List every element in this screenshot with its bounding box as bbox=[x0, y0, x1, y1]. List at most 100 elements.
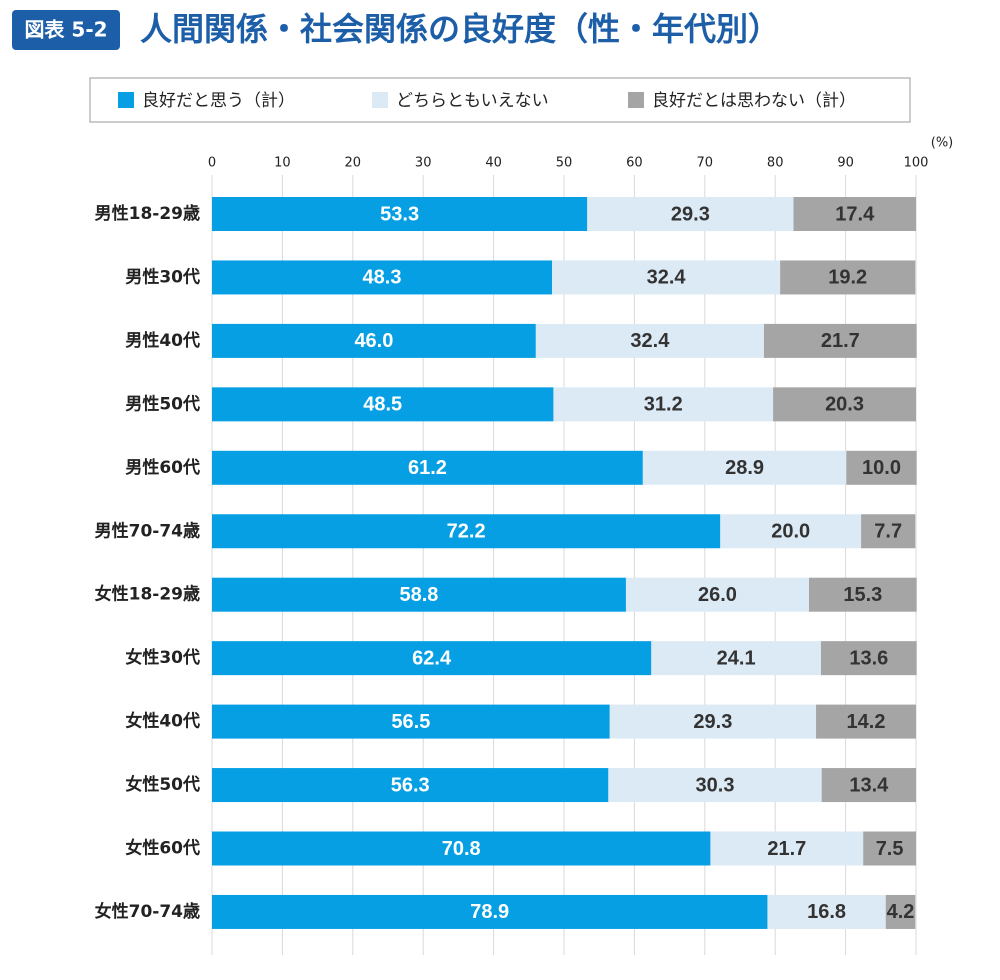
bar-segment bbox=[212, 577, 626, 612]
data-label: 16.8 bbox=[807, 901, 846, 923]
bar-segment bbox=[820, 641, 917, 676]
data-label: 29.3 bbox=[693, 711, 732, 733]
data-label: 28.9 bbox=[725, 457, 764, 479]
bar-segment bbox=[625, 577, 809, 612]
data-label: 20.0 bbox=[771, 521, 810, 543]
y-tick-label: 男性50代 bbox=[125, 393, 200, 414]
bar-segment bbox=[710, 831, 864, 866]
bar-segment bbox=[212, 641, 652, 676]
bar-segment bbox=[720, 514, 862, 549]
data-label: 19.2 bbox=[828, 267, 867, 289]
data-label: 56.3 bbox=[391, 774, 430, 796]
x-tick-label: 30 bbox=[415, 156, 432, 171]
bar-segment bbox=[808, 577, 917, 612]
y-tick-label: 男性18-29歳 bbox=[95, 203, 200, 224]
bar-segment bbox=[651, 641, 821, 676]
data-label: 32.4 bbox=[647, 267, 687, 289]
bar-segment bbox=[861, 514, 916, 549]
data-label: 13.6 bbox=[849, 647, 888, 669]
y-tick-label: 女性70-74歳 bbox=[95, 901, 200, 922]
bar-segment bbox=[552, 260, 781, 295]
y-tick-label: 女性18-29歳 bbox=[95, 584, 200, 605]
data-label: 14.2 bbox=[847, 711, 886, 733]
legend-label: 良好だと思う（計） bbox=[142, 91, 295, 111]
data-label: 21.7 bbox=[767, 838, 806, 860]
bar-segment bbox=[793, 197, 916, 231]
y-tick-label: 男性70-74歳 bbox=[95, 520, 200, 541]
bar-segment bbox=[642, 450, 847, 485]
data-label: 13.4 bbox=[849, 774, 889, 796]
bar-segment bbox=[212, 323, 536, 358]
data-label: 4.2 bbox=[887, 901, 915, 923]
x-tick-label: 50 bbox=[556, 156, 573, 171]
y-tick-label: 男性60代 bbox=[125, 457, 200, 478]
legend-swatch bbox=[118, 92, 134, 108]
figure-label: 図表 5-2 bbox=[24, 18, 107, 42]
legend-box bbox=[89, 77, 911, 123]
data-label: 20.3 bbox=[825, 394, 864, 416]
data-label: 31.2 bbox=[644, 394, 683, 416]
x-tick-label: 40 bbox=[485, 156, 502, 171]
legend-swatch bbox=[628, 92, 644, 108]
bar-segment bbox=[608, 768, 822, 803]
data-label: 78.9 bbox=[470, 901, 509, 923]
bar-segment bbox=[587, 197, 794, 231]
bar-segment bbox=[763, 323, 917, 358]
legend-label: どちらともいえない bbox=[396, 91, 549, 111]
y-tick-label: 男性30代 bbox=[125, 266, 200, 287]
x-tick-label: 10 bbox=[274, 156, 291, 171]
bar-segment bbox=[212, 768, 609, 803]
x-tick-label: 80 bbox=[767, 156, 784, 171]
data-label: 61.2 bbox=[408, 457, 447, 479]
y-tick-label: 女性50代 bbox=[125, 774, 200, 795]
x-tick-label: 60 bbox=[626, 156, 643, 171]
data-label: 58.8 bbox=[400, 584, 439, 606]
data-label: 26.0 bbox=[698, 584, 737, 606]
bar-segment bbox=[535, 323, 764, 358]
bar-segment bbox=[212, 197, 588, 231]
figure-badge bbox=[12, 10, 120, 50]
bar-segment bbox=[863, 831, 916, 866]
bar-segment bbox=[780, 260, 916, 295]
unit-label: (%) bbox=[931, 136, 954, 151]
data-label: 53.3 bbox=[380, 203, 419, 225]
y-tick-label: 女性60代 bbox=[125, 838, 200, 859]
data-label: 24.1 bbox=[717, 647, 756, 669]
data-label: 7.7 bbox=[874, 521, 902, 543]
data-label: 48.5 bbox=[363, 394, 402, 416]
bar-segment bbox=[821, 768, 916, 803]
data-label: 15.3 bbox=[843, 584, 882, 606]
bar-segment bbox=[816, 704, 916, 739]
x-tick-label: 0 bbox=[208, 156, 216, 171]
data-label: 17.4 bbox=[835, 203, 875, 225]
bar-segment bbox=[885, 894, 916, 929]
bar-segment bbox=[773, 387, 916, 422]
data-label: 21.7 bbox=[821, 330, 860, 352]
data-label: 32.4 bbox=[630, 330, 670, 352]
legend-label: 良好だとは思わない（計） bbox=[652, 91, 856, 111]
bar-segment bbox=[212, 831, 711, 866]
legend-swatch bbox=[372, 92, 388, 108]
bar-segment bbox=[212, 260, 553, 295]
x-tick-label: 70 bbox=[697, 156, 714, 171]
data-label: 72.2 bbox=[447, 521, 486, 543]
bar-segment bbox=[767, 894, 886, 929]
x-tick-label: 90 bbox=[837, 156, 854, 171]
y-tick-label: 女性40代 bbox=[125, 711, 200, 732]
data-label: 62.4 bbox=[412, 647, 452, 669]
data-label: 70.8 bbox=[442, 838, 481, 860]
bar-segment bbox=[212, 387, 554, 422]
data-label: 29.3 bbox=[671, 203, 710, 225]
y-tick-label: 女性30代 bbox=[125, 647, 200, 668]
bar-segment bbox=[212, 894, 768, 929]
bar-segment bbox=[212, 514, 721, 549]
data-label: 56.5 bbox=[391, 711, 430, 733]
y-tick-label: 男性40代 bbox=[125, 330, 200, 351]
bar-segment bbox=[609, 704, 817, 739]
data-label: 48.3 bbox=[363, 267, 402, 289]
x-tick-label: 20 bbox=[345, 156, 362, 171]
data-label: 30.3 bbox=[696, 774, 735, 796]
bar-segment bbox=[212, 704, 610, 739]
x-tick-label: 100 bbox=[904, 156, 929, 171]
